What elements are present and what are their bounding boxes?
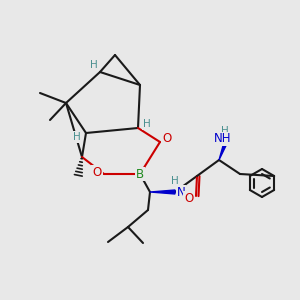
Text: H: H bbox=[221, 126, 229, 136]
Text: H: H bbox=[143, 119, 151, 129]
Text: O: O bbox=[162, 133, 172, 146]
Text: B: B bbox=[136, 167, 144, 181]
Text: H: H bbox=[171, 176, 179, 186]
Polygon shape bbox=[219, 138, 229, 160]
Polygon shape bbox=[150, 190, 175, 194]
Text: NH: NH bbox=[214, 133, 232, 146]
Text: O: O bbox=[184, 191, 194, 205]
Text: H: H bbox=[73, 132, 81, 142]
Text: O: O bbox=[92, 166, 102, 178]
Text: H: H bbox=[90, 60, 98, 70]
Text: N: N bbox=[177, 185, 185, 199]
